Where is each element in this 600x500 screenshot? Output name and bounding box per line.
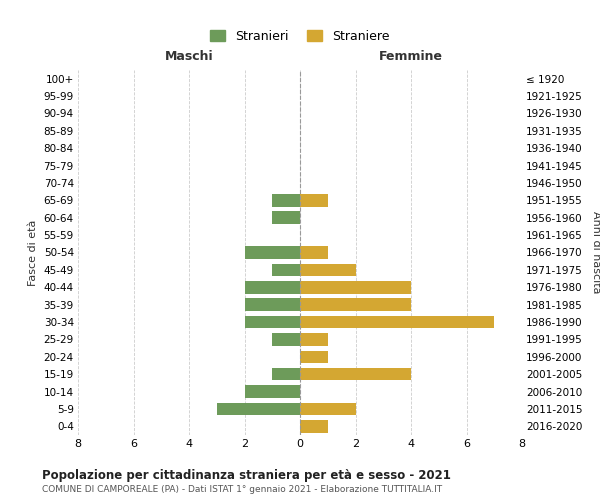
Bar xyxy=(272,333,300,345)
Bar xyxy=(272,212,300,224)
Text: COMUNE DI CAMPOREALE (PA) - Dati ISTAT 1° gennaio 2021 - Elaborazione TUTTITALIA: COMUNE DI CAMPOREALE (PA) - Dati ISTAT 1… xyxy=(42,485,442,494)
Bar xyxy=(245,246,300,259)
Bar xyxy=(300,420,328,432)
Text: Femmine: Femmine xyxy=(379,50,443,62)
Bar xyxy=(300,316,494,328)
Bar xyxy=(272,194,300,206)
Bar xyxy=(245,316,300,328)
Bar xyxy=(300,264,355,276)
Bar xyxy=(272,264,300,276)
Bar xyxy=(300,350,328,363)
Bar xyxy=(272,368,300,380)
Bar xyxy=(300,333,328,345)
Bar xyxy=(300,298,411,311)
Bar xyxy=(217,402,300,415)
Bar xyxy=(300,281,411,293)
Legend: Stranieri, Straniere: Stranieri, Straniere xyxy=(205,25,395,48)
Bar xyxy=(245,281,300,293)
Y-axis label: Anni di nascita: Anni di nascita xyxy=(591,211,600,294)
Bar xyxy=(245,386,300,398)
Bar xyxy=(300,194,328,206)
Bar xyxy=(300,368,411,380)
Bar xyxy=(300,246,328,259)
Bar xyxy=(300,402,355,415)
Text: Maschi: Maschi xyxy=(164,50,214,62)
Y-axis label: Fasce di età: Fasce di età xyxy=(28,220,38,286)
Bar xyxy=(245,298,300,311)
Text: Popolazione per cittadinanza straniera per età e sesso - 2021: Popolazione per cittadinanza straniera p… xyxy=(42,469,451,482)
